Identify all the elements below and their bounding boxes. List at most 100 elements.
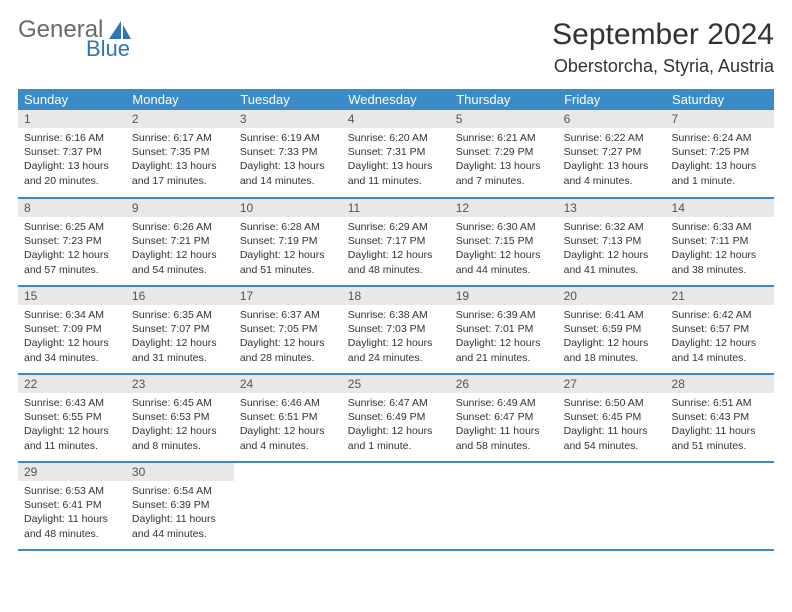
day-number: 3 (234, 110, 342, 128)
sunset-line: Sunset: 6:49 PM (348, 410, 444, 424)
daylight-line: Daylight: 12 hours and 54 minutes. (132, 248, 228, 276)
sunrise-line: Sunrise: 6:22 AM (564, 131, 660, 145)
sunrise-line: Sunrise: 6:53 AM (24, 484, 120, 498)
calendar-cell (234, 462, 342, 550)
day-number: 6 (558, 110, 666, 128)
sunrise-line: Sunrise: 6:21 AM (456, 131, 552, 145)
day-details: Sunrise: 6:22 AMSunset: 7:27 PMDaylight:… (558, 128, 666, 192)
calendar-row: 1Sunrise: 6:16 AMSunset: 7:37 PMDaylight… (18, 110, 774, 198)
sunset-line: Sunset: 6:41 PM (24, 498, 120, 512)
calendar-cell: 16Sunrise: 6:35 AMSunset: 7:07 PMDayligh… (126, 286, 234, 374)
day-details: Sunrise: 6:43 AMSunset: 6:55 PMDaylight:… (18, 393, 126, 457)
sunrise-line: Sunrise: 6:46 AM (240, 396, 336, 410)
calendar-cell: 22Sunrise: 6:43 AMSunset: 6:55 PMDayligh… (18, 374, 126, 462)
calendar-cell: 28Sunrise: 6:51 AMSunset: 6:43 PMDayligh… (666, 374, 774, 462)
sunset-line: Sunset: 6:39 PM (132, 498, 228, 512)
calendar-cell: 19Sunrise: 6:39 AMSunset: 7:01 PMDayligh… (450, 286, 558, 374)
daylight-line: Daylight: 11 hours and 48 minutes. (24, 512, 120, 540)
sunset-line: Sunset: 6:45 PM (564, 410, 660, 424)
sunrise-line: Sunrise: 6:19 AM (240, 131, 336, 145)
weekday-header: Wednesday (342, 89, 450, 110)
day-number: 15 (18, 287, 126, 305)
daylight-line: Daylight: 11 hours and 44 minutes. (132, 512, 228, 540)
day-details: Sunrise: 6:17 AMSunset: 7:35 PMDaylight:… (126, 128, 234, 192)
sunrise-line: Sunrise: 6:34 AM (24, 308, 120, 322)
day-details: Sunrise: 6:46 AMSunset: 6:51 PMDaylight:… (234, 393, 342, 457)
sunset-line: Sunset: 7:09 PM (24, 322, 120, 336)
day-number: 19 (450, 287, 558, 305)
day-details: Sunrise: 6:50 AMSunset: 6:45 PMDaylight:… (558, 393, 666, 457)
daylight-line: Daylight: 12 hours and 18 minutes. (564, 336, 660, 364)
sunset-line: Sunset: 7:15 PM (456, 234, 552, 248)
sunset-line: Sunset: 7:05 PM (240, 322, 336, 336)
daylight-line: Daylight: 11 hours and 51 minutes. (672, 424, 768, 452)
calendar-cell (450, 462, 558, 550)
calendar-cell: 12Sunrise: 6:30 AMSunset: 7:15 PMDayligh… (450, 198, 558, 286)
sunset-line: Sunset: 7:17 PM (348, 234, 444, 248)
daylight-line: Daylight: 12 hours and 44 minutes. (456, 248, 552, 276)
day-details: Sunrise: 6:29 AMSunset: 7:17 PMDaylight:… (342, 217, 450, 281)
sunrise-line: Sunrise: 6:37 AM (240, 308, 336, 322)
day-details: Sunrise: 6:28 AMSunset: 7:19 PMDaylight:… (234, 217, 342, 281)
day-number: 14 (666, 199, 774, 217)
sunset-line: Sunset: 6:59 PM (564, 322, 660, 336)
calendar-cell: 14Sunrise: 6:33 AMSunset: 7:11 PMDayligh… (666, 198, 774, 286)
sunrise-line: Sunrise: 6:28 AM (240, 220, 336, 234)
day-details: Sunrise: 6:19 AMSunset: 7:33 PMDaylight:… (234, 128, 342, 192)
calendar-cell: 18Sunrise: 6:38 AMSunset: 7:03 PMDayligh… (342, 286, 450, 374)
sunset-line: Sunset: 7:27 PM (564, 145, 660, 159)
weekday-header: Sunday (18, 89, 126, 110)
daylight-line: Daylight: 11 hours and 54 minutes. (564, 424, 660, 452)
calendar-cell: 20Sunrise: 6:41 AMSunset: 6:59 PMDayligh… (558, 286, 666, 374)
calendar-cell: 3Sunrise: 6:19 AMSunset: 7:33 PMDaylight… (234, 110, 342, 198)
sunset-line: Sunset: 7:29 PM (456, 145, 552, 159)
calendar-cell: 13Sunrise: 6:32 AMSunset: 7:13 PMDayligh… (558, 198, 666, 286)
calendar-cell: 8Sunrise: 6:25 AMSunset: 7:23 PMDaylight… (18, 198, 126, 286)
day-details: Sunrise: 6:21 AMSunset: 7:29 PMDaylight:… (450, 128, 558, 192)
sunset-line: Sunset: 7:11 PM (672, 234, 768, 248)
calendar-row: 29Sunrise: 6:53 AMSunset: 6:41 PMDayligh… (18, 462, 774, 550)
day-details: Sunrise: 6:39 AMSunset: 7:01 PMDaylight:… (450, 305, 558, 369)
weekday-header-row: Sunday Monday Tuesday Wednesday Thursday… (18, 89, 774, 110)
daylight-line: Daylight: 13 hours and 1 minute. (672, 159, 768, 187)
location: Oberstorcha, Styria, Austria (552, 56, 774, 77)
sunset-line: Sunset: 6:51 PM (240, 410, 336, 424)
calendar-cell: 2Sunrise: 6:17 AMSunset: 7:35 PMDaylight… (126, 110, 234, 198)
calendar-cell: 4Sunrise: 6:20 AMSunset: 7:31 PMDaylight… (342, 110, 450, 198)
daylight-line: Daylight: 12 hours and 38 minutes. (672, 248, 768, 276)
calendar-cell: 17Sunrise: 6:37 AMSunset: 7:05 PMDayligh… (234, 286, 342, 374)
sunset-line: Sunset: 7:19 PM (240, 234, 336, 248)
day-number: 23 (126, 375, 234, 393)
day-details: Sunrise: 6:42 AMSunset: 6:57 PMDaylight:… (666, 305, 774, 369)
sunrise-line: Sunrise: 6:41 AM (564, 308, 660, 322)
calendar-cell: 15Sunrise: 6:34 AMSunset: 7:09 PMDayligh… (18, 286, 126, 374)
day-number: 18 (342, 287, 450, 305)
calendar-cell: 11Sunrise: 6:29 AMSunset: 7:17 PMDayligh… (342, 198, 450, 286)
day-details: Sunrise: 6:37 AMSunset: 7:05 PMDaylight:… (234, 305, 342, 369)
calendar-cell: 27Sunrise: 6:50 AMSunset: 6:45 PMDayligh… (558, 374, 666, 462)
day-details: Sunrise: 6:32 AMSunset: 7:13 PMDaylight:… (558, 217, 666, 281)
calendar-cell: 25Sunrise: 6:47 AMSunset: 6:49 PMDayligh… (342, 374, 450, 462)
weekday-header: Tuesday (234, 89, 342, 110)
sunset-line: Sunset: 6:57 PM (672, 322, 768, 336)
calendar-cell: 23Sunrise: 6:45 AMSunset: 6:53 PMDayligh… (126, 374, 234, 462)
daylight-line: Daylight: 12 hours and 21 minutes. (456, 336, 552, 364)
sunset-line: Sunset: 7:33 PM (240, 145, 336, 159)
sunrise-line: Sunrise: 6:29 AM (348, 220, 444, 234)
day-number: 22 (18, 375, 126, 393)
day-number: 8 (18, 199, 126, 217)
weekday-header: Thursday (450, 89, 558, 110)
sunrise-line: Sunrise: 6:16 AM (24, 131, 120, 145)
day-number: 11 (342, 199, 450, 217)
day-details: Sunrise: 6:53 AMSunset: 6:41 PMDaylight:… (18, 481, 126, 545)
daylight-line: Daylight: 12 hours and 14 minutes. (672, 336, 768, 364)
daylight-line: Daylight: 13 hours and 11 minutes. (348, 159, 444, 187)
sunrise-line: Sunrise: 6:39 AM (456, 308, 552, 322)
calendar-cell (558, 462, 666, 550)
sunset-line: Sunset: 7:35 PM (132, 145, 228, 159)
daylight-line: Daylight: 12 hours and 4 minutes. (240, 424, 336, 452)
sunrise-line: Sunrise: 6:38 AM (348, 308, 444, 322)
header: General Blue September 2024 Oberstorcha,… (18, 18, 774, 77)
daylight-line: Daylight: 12 hours and 28 minutes. (240, 336, 336, 364)
sunset-line: Sunset: 7:21 PM (132, 234, 228, 248)
